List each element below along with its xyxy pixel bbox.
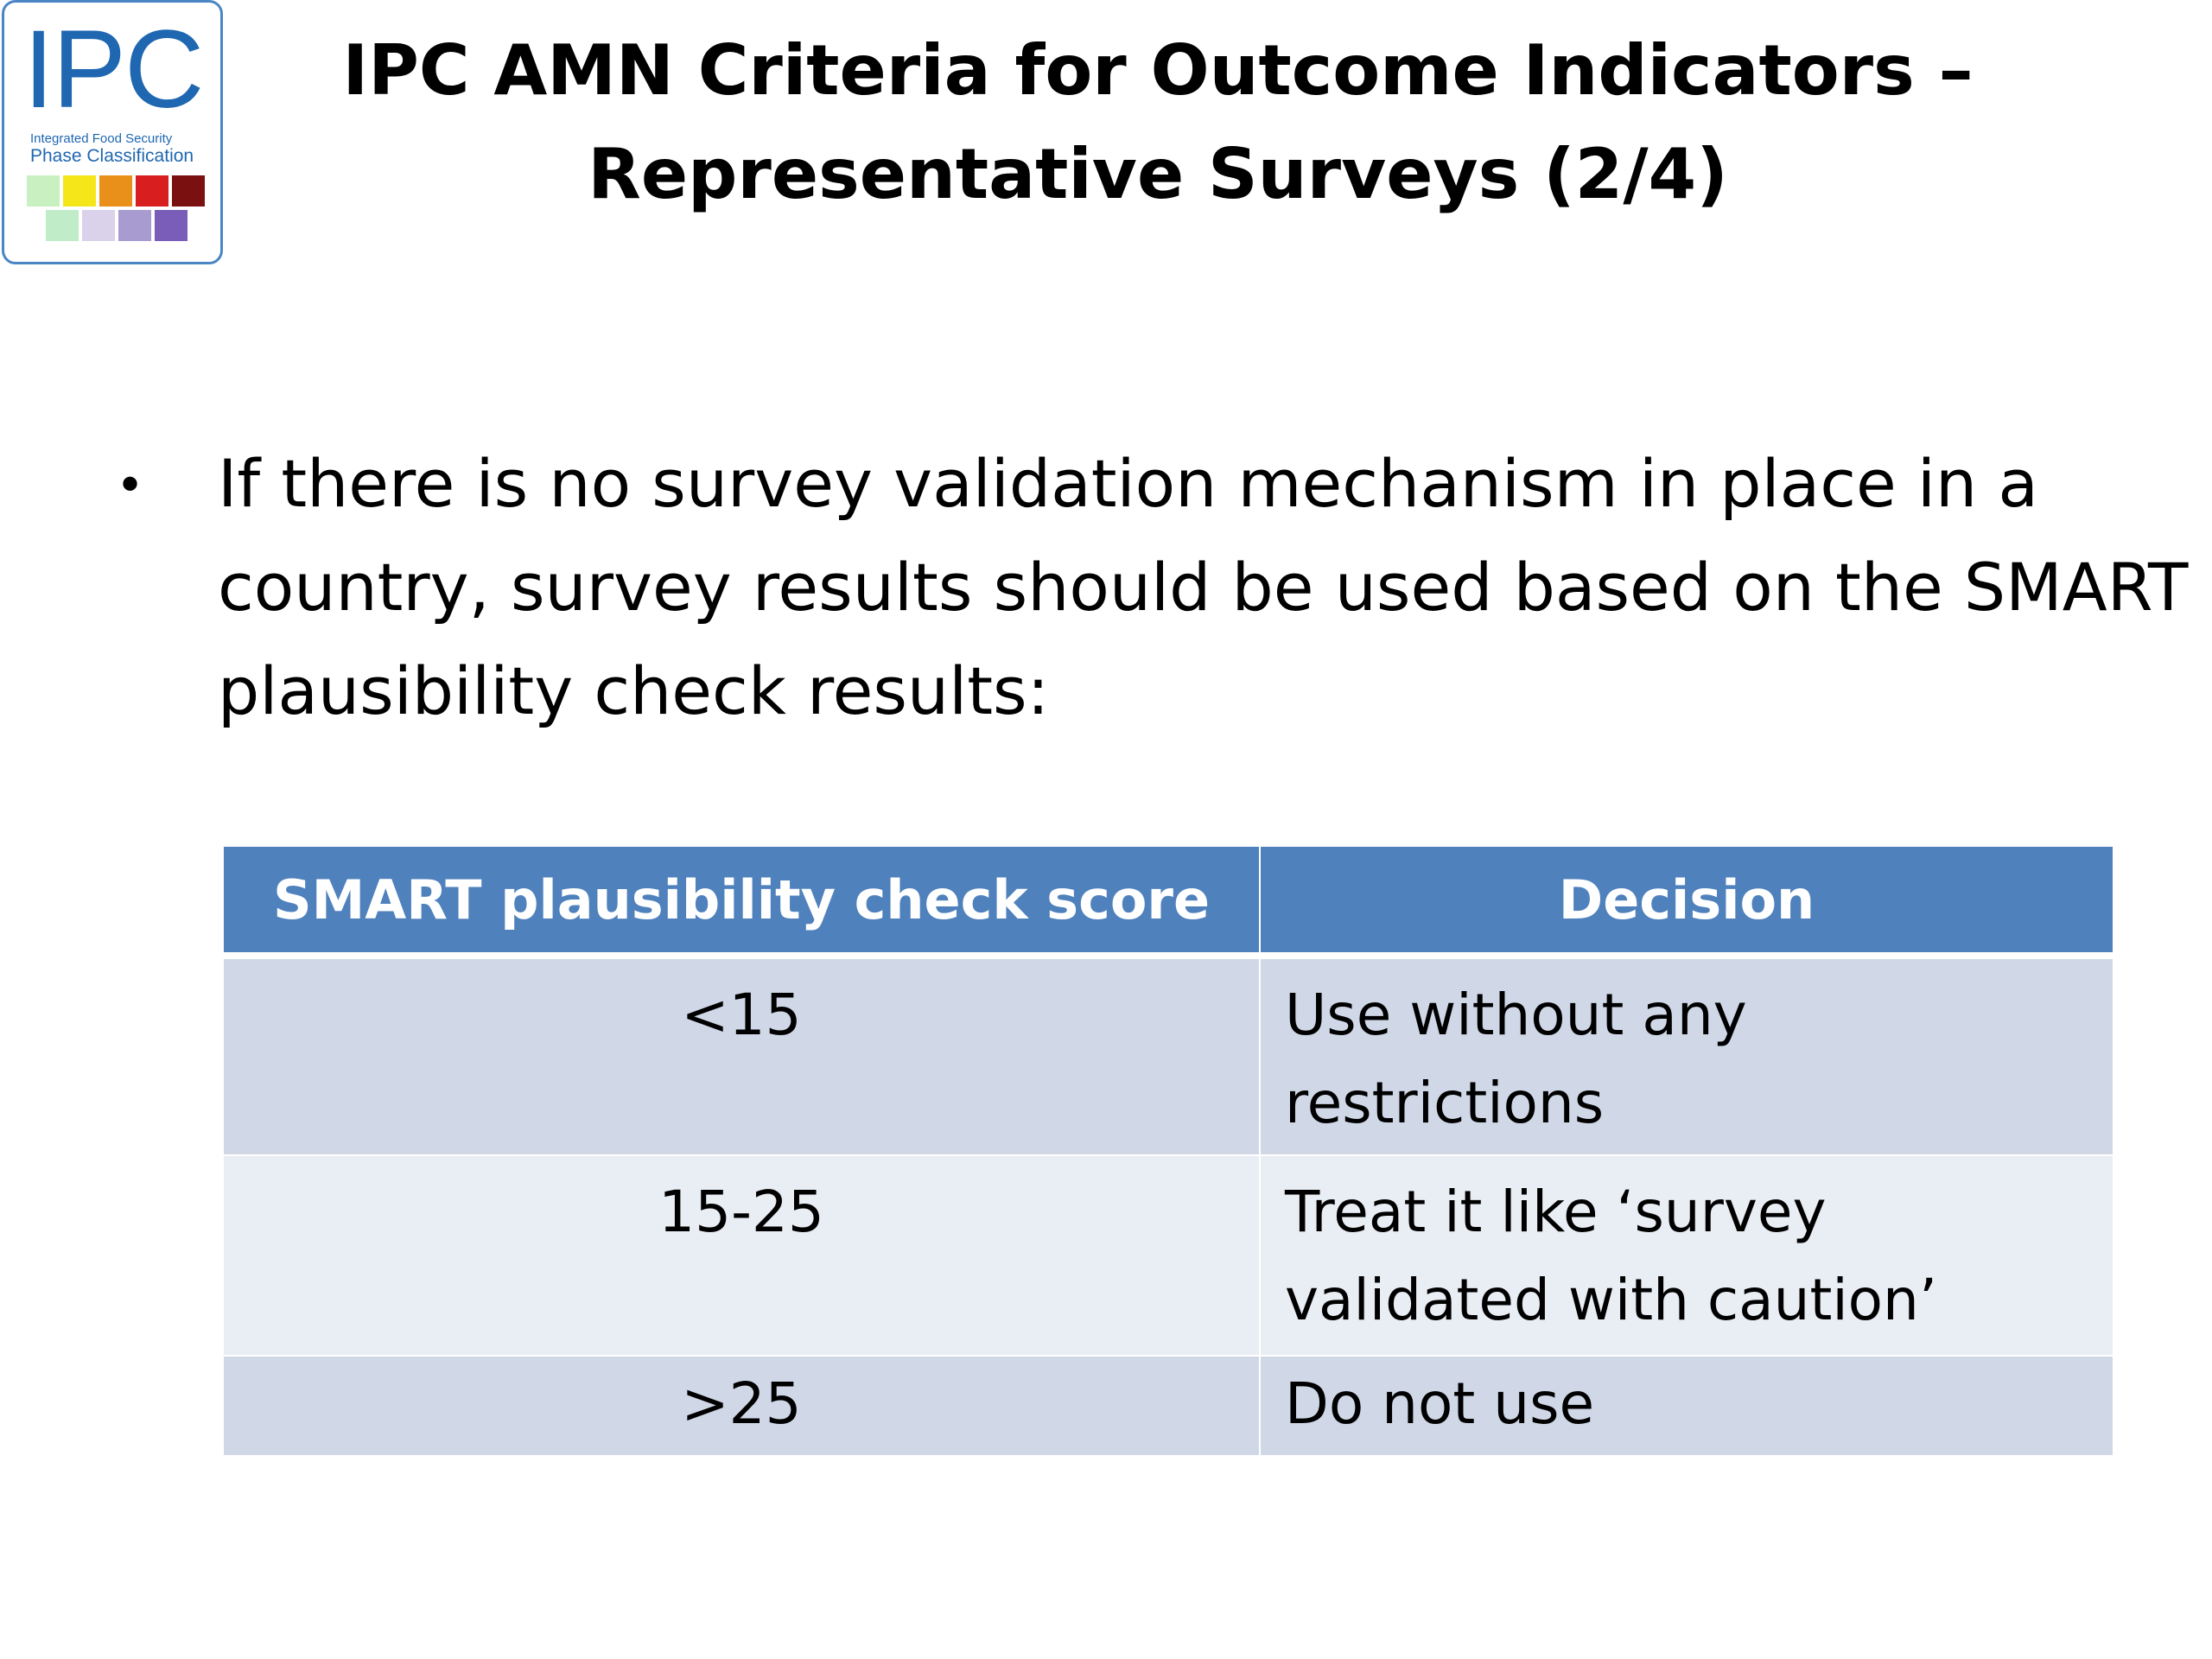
- phase-swatch: [99, 175, 132, 207]
- decision-line: restrictions: [1285, 1070, 1605, 1136]
- phase-swatch: [155, 210, 188, 241]
- score-cell: <15: [222, 955, 1261, 1156]
- phase-swatch: [136, 175, 168, 207]
- logo-subtitle-line2: Phase Classification: [30, 146, 194, 166]
- decision-line: Treat it like ‘survey: [1285, 1179, 1827, 1245]
- logo-subtitle: Integrated Food Security Phase Classific…: [30, 132, 212, 165]
- swatch-row-2: [46, 210, 208, 241]
- decision-cell: Treat it like ‘survey validated with cau…: [1259, 1154, 2114, 1357]
- phase-swatch: [118, 210, 151, 241]
- phase-swatch: [27, 175, 60, 207]
- swatch-row-1: [27, 175, 208, 207]
- decision-line: validated with caution’: [1285, 1267, 1937, 1333]
- logo-wordmark: IPC: [23, 8, 204, 131]
- slide-title-line1: IPC AMN Criteria for Outcome Indicators …: [342, 30, 1974, 111]
- logo-phase-swatches: [27, 175, 208, 245]
- decision-line: Do not use: [1285, 1370, 1595, 1437]
- decision-cell: Use without any restrictions: [1259, 955, 2114, 1156]
- bullet-text: If there is no survey validation mechani…: [218, 445, 2189, 729]
- phase-swatch: [46, 210, 79, 241]
- logo-subtitle-line1: Integrated Food Security: [30, 131, 173, 146]
- ipc-logo: IPC Integrated Food Security Phase Class…: [2, 0, 223, 264]
- score-cell: >25: [222, 1355, 1261, 1457]
- table-header-row: SMART plausibility check score Decision: [222, 845, 2114, 959]
- plausibility-decision-table: SMART plausibility check score Decision …: [222, 845, 2114, 1457]
- header-score: SMART plausibility check score: [222, 845, 1261, 959]
- slide-title: IPC AMN Criteria for Outcome Indicators …: [259, 19, 2056, 226]
- phase-swatch: [82, 210, 115, 241]
- decision-line: Use without any: [1285, 982, 1747, 1048]
- score-cell: 15-25: [222, 1154, 1261, 1357]
- table-row: <15 Use without any restrictions: [222, 955, 2114, 1156]
- table-row: 15-25 Treat it like ‘survey validated wi…: [222, 1154, 2114, 1357]
- table-row: >25 Do not use: [222, 1355, 2114, 1457]
- bullet-marker: •: [121, 454, 140, 512]
- header-decision: Decision: [1259, 845, 2114, 959]
- slide-title-line2: Representative Surveys (2/4): [588, 134, 1728, 214]
- phase-swatch: [172, 175, 205, 207]
- decision-cell: Do not use: [1259, 1355, 2114, 1457]
- phase-swatch: [63, 175, 96, 207]
